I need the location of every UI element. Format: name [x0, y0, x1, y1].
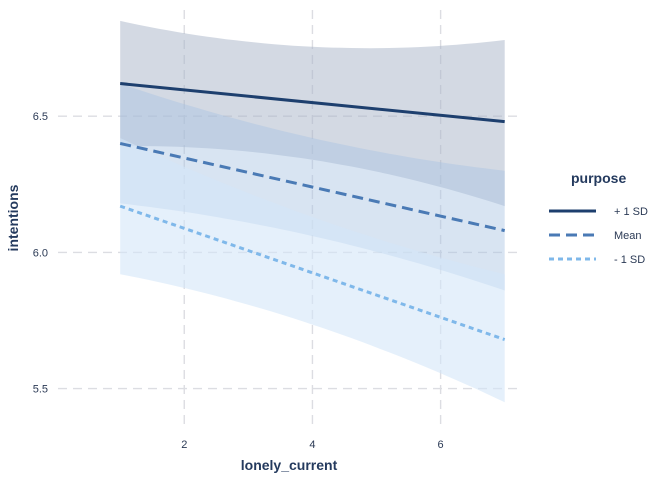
x-axis-title: lonely_current [241, 457, 338, 473]
series-line [119, 204, 506, 341]
legend: purpose + 1 SD Mean - 1 SD [549, 170, 648, 266]
y-tick-label: 5.5 [33, 384, 48, 396]
legend-label: - 1 SD [614, 254, 645, 266]
series-line [119, 141, 506, 233]
x-tick-label: 6 [438, 439, 444, 451]
legend-items: + 1 SD Mean - 1 SD [549, 206, 648, 266]
x-tick-label: 4 [309, 439, 315, 451]
series-line [120, 82, 505, 124]
y-axis-title: intentions [5, 184, 21, 251]
legend-label: + 1 SD [614, 206, 648, 218]
legend-title: purpose [571, 170, 626, 186]
confidence-band [120, 20, 505, 207]
tick-labels: 2 4 6 5.5 6.0 6.5 [33, 111, 444, 451]
series-lines [119, 82, 506, 341]
y-tick-label: 6.5 [33, 111, 48, 123]
x-tick-label: 2 [181, 439, 187, 451]
y-tick-label: 6.0 [33, 247, 48, 259]
confidence-band [120, 138, 505, 403]
legend-label: Mean [614, 230, 642, 242]
